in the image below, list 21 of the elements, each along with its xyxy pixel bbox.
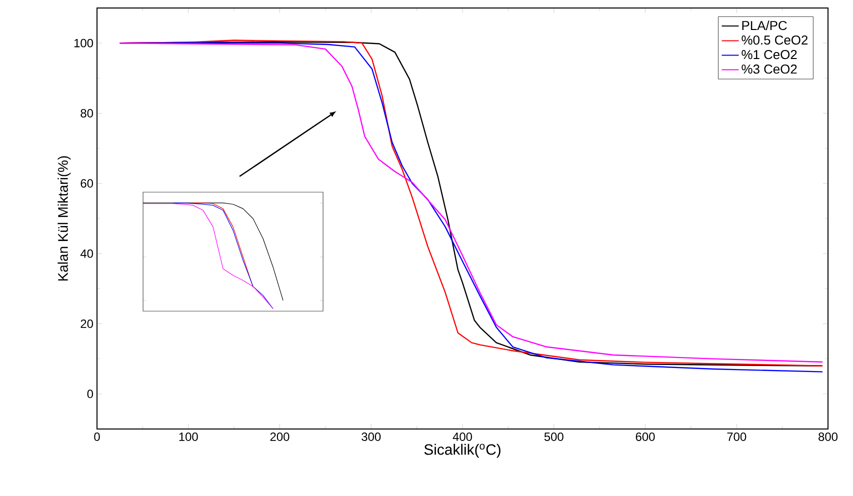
y-tick-label: 20 [80, 320, 94, 328]
legend-label: %0.5 CeO2 [742, 35, 808, 45]
y-tick-label: 40 [80, 249, 94, 258]
legend-label: PLA/PC [742, 20, 787, 30]
y-tick-label: 80 [80, 109, 94, 118]
y-axis-title: Kalan Kül Miktari(%) [58, 156, 71, 281]
x-tick-label: 200 [270, 432, 290, 441]
x-tick-label: 500 [544, 432, 564, 441]
y-tick-label: 60 [80, 179, 94, 188]
y-tick-label: 100 [74, 38, 94, 48]
x-axis-title: Sicaklik($^{o}$C) [424, 444, 500, 458]
x-tick-label: 300 [362, 432, 381, 441]
legend-label: %3 CeO2 [742, 64, 797, 74]
x-tick-label: 700 [727, 432, 746, 441]
legend-label: %1 CeO2 [742, 50, 797, 60]
y-tick-label: 0 [87, 390, 94, 398]
x-tick-label: 600 [636, 432, 655, 441]
x-tick-label: 0 [94, 432, 100, 441]
x-tick-label: 800 [818, 432, 838, 441]
x-tick-label: 100 [179, 432, 198, 441]
x-tick-label: 400 [452, 432, 472, 441]
